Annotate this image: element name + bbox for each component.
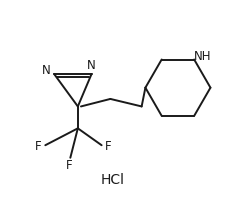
Text: N: N xyxy=(87,59,96,72)
Text: F: F xyxy=(66,159,72,172)
Text: F: F xyxy=(35,140,42,153)
Text: F: F xyxy=(105,140,112,153)
Text: NH: NH xyxy=(194,51,212,64)
Text: N: N xyxy=(42,64,51,77)
Text: HCl: HCl xyxy=(100,173,124,187)
